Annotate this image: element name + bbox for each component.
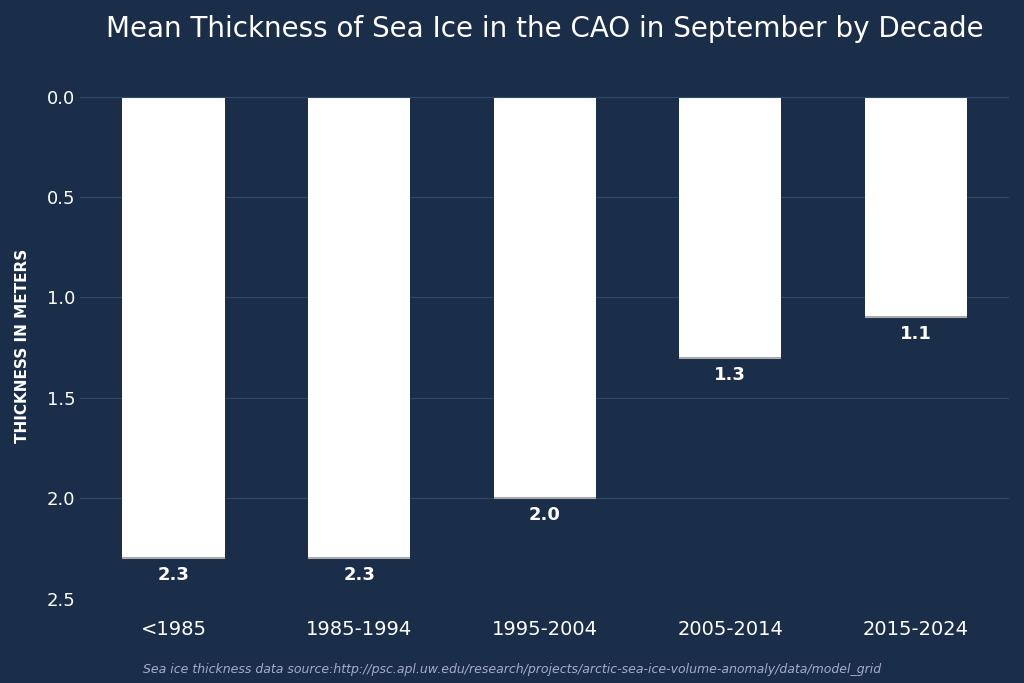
Text: 2.0: 2.0 xyxy=(528,506,560,525)
Bar xyxy=(123,96,224,559)
Y-axis label: THICKNESS IN METERS: THICKNESS IN METERS xyxy=(15,249,30,443)
Bar xyxy=(494,96,596,498)
Text: 2005-2014: 2005-2014 xyxy=(677,620,783,639)
Text: 2.3: 2.3 xyxy=(158,566,189,585)
Text: Sea ice thickness data source:http://psc.apl.uw.edu/research/projects/arctic-sea: Sea ice thickness data source:http://psc… xyxy=(143,663,881,676)
Bar xyxy=(308,96,410,559)
Text: 2015-2024: 2015-2024 xyxy=(863,620,969,639)
Text: 2.3: 2.3 xyxy=(343,566,375,585)
Bar xyxy=(864,96,967,318)
Text: <1985: <1985 xyxy=(140,620,207,639)
Text: 1985-1994: 1985-1994 xyxy=(306,620,413,639)
Bar xyxy=(679,96,781,358)
Text: 1.1: 1.1 xyxy=(900,326,932,344)
Text: 1.3: 1.3 xyxy=(715,365,746,384)
Title: Mean Thickness of Sea Ice in the CAO in September by Decade: Mean Thickness of Sea Ice in the CAO in … xyxy=(105,15,983,43)
Text: 1995-2004: 1995-2004 xyxy=(492,620,598,639)
